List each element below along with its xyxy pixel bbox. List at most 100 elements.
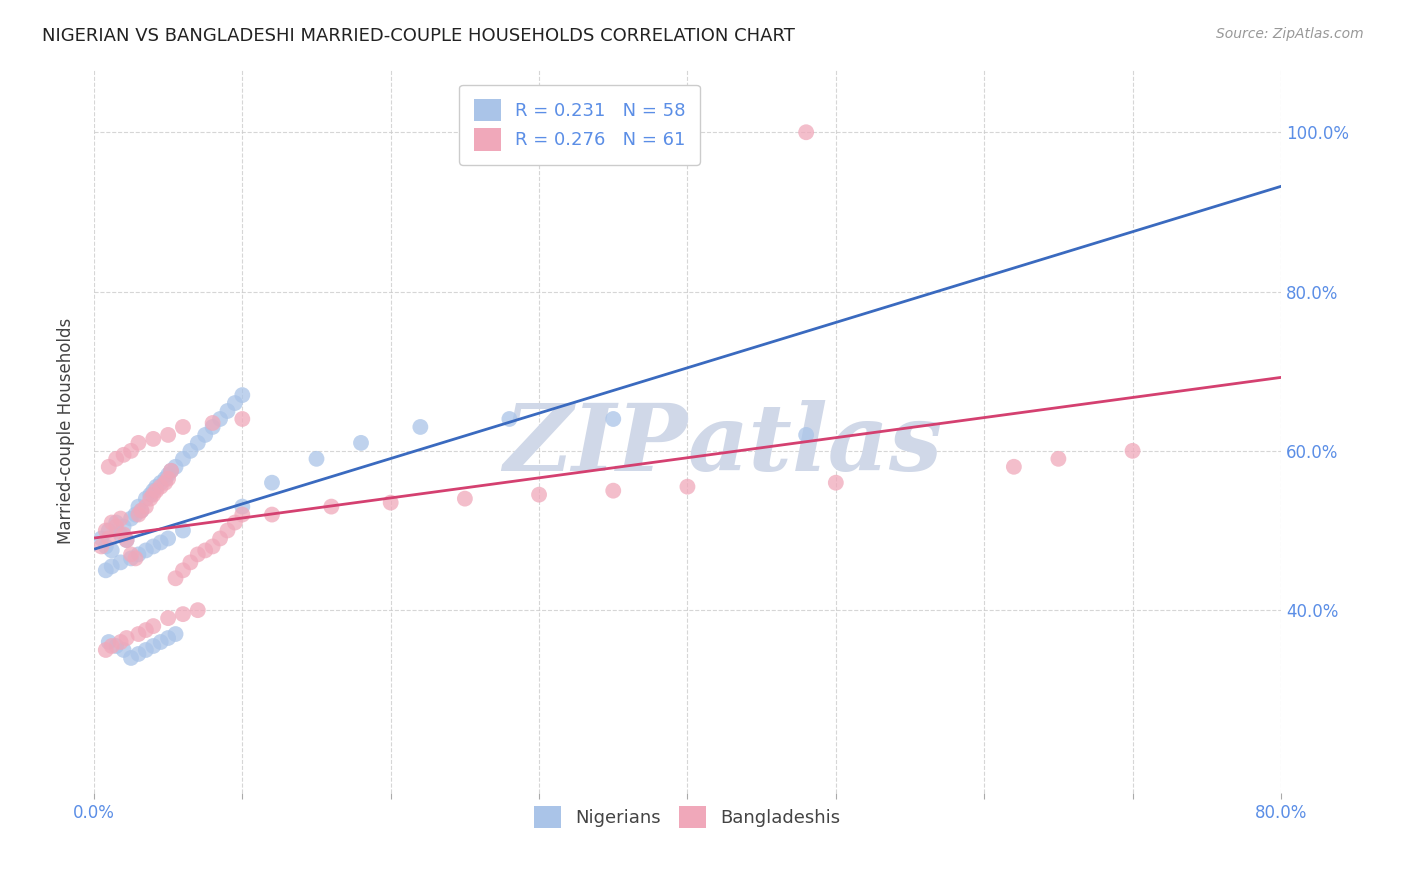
Bangladeshis <box>179 555 201 569</box>
Nigerians <box>127 647 149 661</box>
Bangladeshis <box>160 464 183 478</box>
Bangladeshis <box>120 548 142 562</box>
Nigerians <box>124 508 146 522</box>
Bangladeshis <box>142 488 165 502</box>
Nigerians <box>142 639 165 653</box>
Nigerians <box>131 503 153 517</box>
Nigerians <box>179 443 201 458</box>
Bangladeshis <box>90 540 112 554</box>
Bangladeshis <box>149 480 172 494</box>
Nigerians <box>120 511 142 525</box>
Nigerians <box>172 524 194 538</box>
Nigerians <box>149 635 172 649</box>
Nigerians <box>209 412 232 426</box>
Bangladeshis <box>135 500 157 514</box>
Bangladeshis <box>135 623 157 637</box>
Bangladeshis <box>115 533 138 547</box>
Bangladeshis <box>165 571 187 585</box>
Nigerians <box>100 559 122 574</box>
Nigerians <box>142 483 165 498</box>
Bangladeshis <box>94 524 117 538</box>
Bangladeshis <box>172 420 194 434</box>
Bangladeshis <box>124 551 146 566</box>
Nigerians <box>165 627 187 641</box>
Bangladeshis <box>1047 451 1070 466</box>
Nigerians <box>105 639 128 653</box>
Bangladeshis <box>127 627 149 641</box>
Bangladeshis <box>112 448 135 462</box>
Nigerians <box>112 519 135 533</box>
Nigerians <box>94 540 117 554</box>
Nigerians <box>90 532 112 546</box>
Bangladeshis <box>454 491 477 506</box>
Nigerians <box>217 404 239 418</box>
Bangladeshis <box>100 639 122 653</box>
Bangladeshis <box>187 548 209 562</box>
Nigerians <box>160 464 183 478</box>
Nigerians <box>409 420 432 434</box>
Nigerians <box>498 412 520 426</box>
Bangladeshis <box>142 619 165 633</box>
Nigerians <box>127 500 149 514</box>
Nigerians <box>260 475 283 490</box>
Nigerians <box>201 420 224 434</box>
Nigerians <box>305 451 328 466</box>
Text: NIGERIAN VS BANGLADESHI MARRIED-COUPLE HOUSEHOLDS CORRELATION CHART: NIGERIAN VS BANGLADESHI MARRIED-COUPLE H… <box>42 27 794 45</box>
Bangladeshis <box>127 436 149 450</box>
Bangladeshis <box>127 508 149 522</box>
Nigerians <box>135 491 157 506</box>
Nigerians <box>602 412 624 426</box>
Bangladeshis <box>794 125 817 139</box>
Nigerians <box>97 635 120 649</box>
Bangladeshis <box>224 516 246 530</box>
Bangladeshis <box>157 611 180 625</box>
Nigerians <box>194 428 217 442</box>
Bangladeshis <box>97 459 120 474</box>
Text: Source: ZipAtlas.com: Source: ZipAtlas.com <box>1216 27 1364 41</box>
Nigerians <box>157 532 180 546</box>
Bangladeshis <box>527 488 550 502</box>
Bangladeshis <box>824 475 846 490</box>
Nigerians <box>157 631 180 645</box>
Bangladeshis <box>602 483 624 498</box>
Bangladeshis <box>153 475 176 490</box>
Bangladeshis <box>157 472 180 486</box>
Bangladeshis <box>1122 443 1144 458</box>
Nigerians <box>157 467 180 482</box>
Y-axis label: Married-couple Households: Married-couple Households <box>58 318 75 544</box>
Nigerians <box>127 548 149 562</box>
Nigerians <box>139 488 162 502</box>
Bangladeshis <box>142 432 165 446</box>
Bangladeshis <box>194 543 217 558</box>
Bangladeshis <box>321 500 343 514</box>
Nigerians <box>97 524 120 538</box>
Bangladeshis <box>110 511 132 525</box>
Bangladeshis <box>217 524 239 538</box>
Bangladeshis <box>145 483 167 498</box>
Bangladeshis <box>231 508 253 522</box>
Nigerians <box>112 643 135 657</box>
Nigerians <box>153 472 176 486</box>
Bangladeshis <box>676 480 699 494</box>
Bangladeshis <box>110 635 132 649</box>
Nigerians <box>100 543 122 558</box>
Bangladeshis <box>187 603 209 617</box>
Bangladeshis <box>231 412 253 426</box>
Nigerians <box>142 540 165 554</box>
Bangladeshis <box>139 491 162 506</box>
Nigerians <box>120 551 142 566</box>
Nigerians <box>149 475 172 490</box>
Legend: Nigerians, Bangladeshis: Nigerians, Bangladeshis <box>527 798 848 835</box>
Bangladeshis <box>260 508 283 522</box>
Nigerians <box>172 451 194 466</box>
Nigerians <box>110 555 132 569</box>
Nigerians <box>135 643 157 657</box>
Nigerians <box>231 500 253 514</box>
Nigerians <box>94 563 117 577</box>
Nigerians <box>149 535 172 549</box>
Bangladeshis <box>115 631 138 645</box>
Bangladeshis <box>201 416 224 430</box>
Text: atlas: atlas <box>688 401 942 491</box>
Nigerians <box>135 543 157 558</box>
Bangladeshis <box>112 527 135 541</box>
